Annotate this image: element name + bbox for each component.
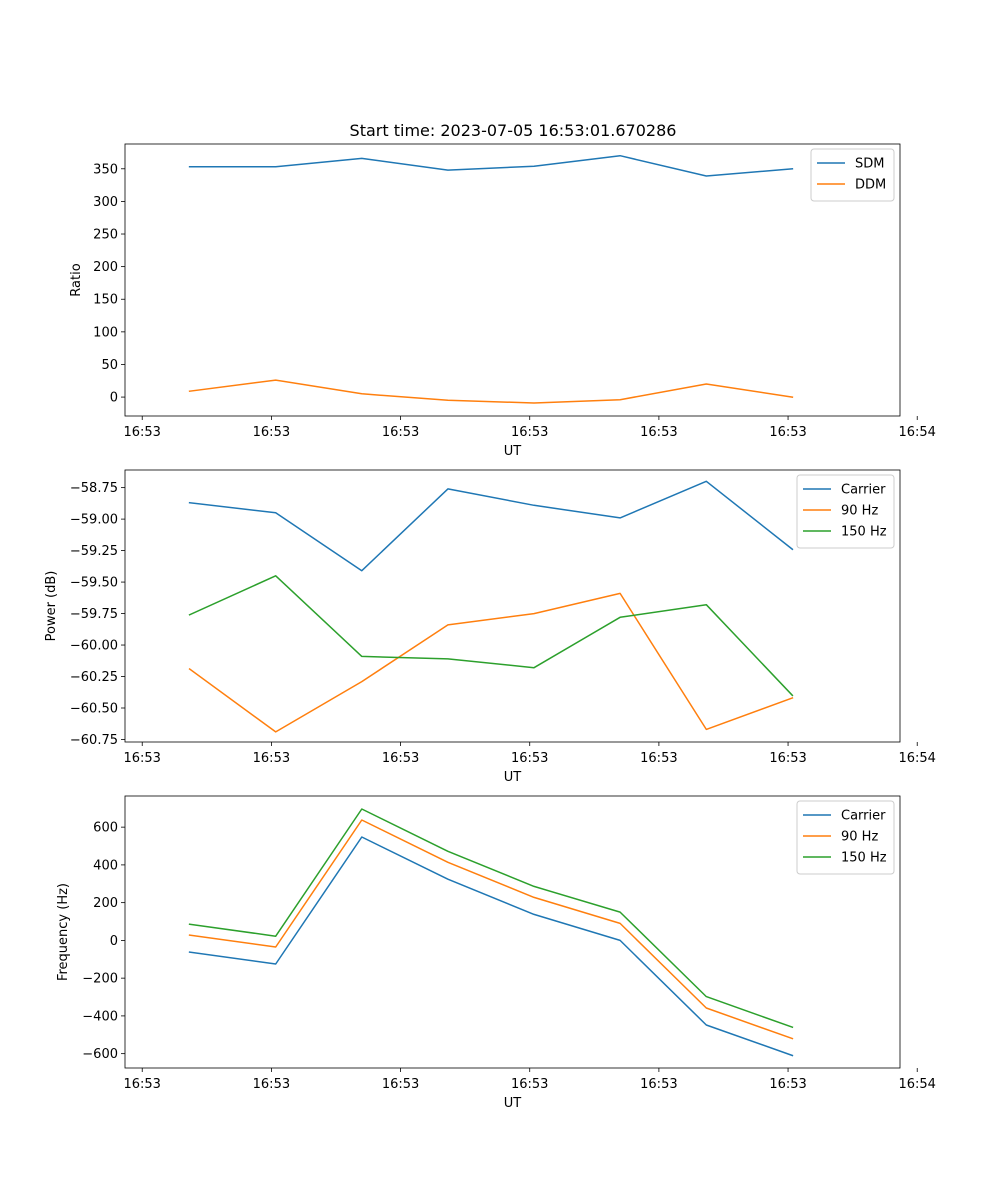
x-tick-label: 16:53: [382, 425, 419, 440]
x-tick-label: 16:53: [511, 425, 548, 440]
x-tick-label: 16:53: [640, 751, 677, 766]
y-tick-label: 200: [93, 896, 118, 911]
x-tick-label: 16:53: [769, 425, 806, 440]
x-tick-label: 16:53: [769, 751, 806, 766]
y-tick-label: −59.00: [70, 513, 118, 528]
y-tick-label: 350: [93, 162, 118, 177]
plot-frame: [124, 795, 901, 1069]
legend: SDM DDM: [810, 148, 895, 202]
y-tick-label: −59.50: [70, 576, 118, 591]
x-tick-label: 16:53: [769, 1077, 806, 1092]
y-tick-label: 100: [93, 325, 118, 340]
legend-label: SDM: [855, 157, 884, 172]
legend-box: [810, 148, 895, 202]
y-tick-label: 0: [110, 934, 118, 949]
figure-title: Start time: 2023-07-05 16:53:01.670286: [350, 121, 677, 140]
series-line-90-hz: [188, 819, 794, 1040]
chart-panel-3: 16:53 16:53 16:53 16:53 16:53 16:53 16:54 −600 −…: [56, 795, 936, 1111]
y-tick-label: −60.75: [70, 733, 118, 748]
x-tick-label: 16:53: [382, 751, 419, 766]
x-tick-label: 16:53: [511, 1077, 548, 1092]
legend-label: 150 Hz: [841, 525, 887, 540]
x-tick-label: 16:53: [123, 1077, 160, 1092]
x-tick-label: 16:53: [123, 751, 160, 766]
x-tick-label: 16:53: [382, 1077, 419, 1092]
x-tick-label: 16:53: [123, 425, 160, 440]
y-tick-label: 50: [101, 358, 118, 373]
y-axis-label: Ratio: [69, 263, 84, 296]
series-line-carrier: [188, 480, 794, 572]
plot-frame: [124, 469, 901, 743]
y-tick-label: −200: [82, 972, 118, 987]
legend-label: Carrier: [841, 809, 886, 824]
y-tick-label: −58.75: [70, 481, 118, 496]
legend: Carrier 90 Hz 150 Hz: [796, 800, 895, 875]
chart-panel-2: 16:53 16:53 16:53 16:53 16:53 16:53 16:54 −58.7…: [44, 469, 936, 785]
y-tick-label: 300: [93, 195, 118, 210]
x-axis-label: UT: [504, 1096, 522, 1111]
y-tick-label: −60.00: [70, 639, 118, 654]
legend-label: Carrier: [841, 483, 886, 498]
y-tick-label: −60.50: [70, 702, 118, 717]
y-tick-label: −59.75: [70, 607, 118, 622]
y-tick-label: 150: [93, 293, 118, 308]
series-line-90-hz: [188, 592, 794, 733]
x-tick-label: 16:54: [898, 1077, 935, 1092]
y-tick-label: −60.25: [70, 670, 118, 685]
y-tick-label: 400: [93, 858, 118, 873]
x-tick-label: 16:53: [253, 425, 290, 440]
panels: 16:53 16:53 16:53 16:53 16:53 16:53 16:54 0 50 10…: [44, 143, 936, 1111]
legend-label: 90 Hz: [841, 830, 878, 845]
y-axis-label: Frequency (Hz): [56, 883, 71, 981]
legend-label: DDM: [855, 178, 886, 193]
plot-frame: [124, 143, 901, 417]
y-tick-label: −600: [82, 1047, 118, 1062]
legend-label: 90 Hz: [841, 504, 878, 519]
series-line-150-hz: [188, 575, 794, 697]
x-tick-label: 16:53: [640, 425, 677, 440]
series-line-150-hz: [188, 808, 794, 1029]
y-tick-label: 0: [110, 391, 118, 406]
series-line-carrier: [188, 836, 794, 1057]
x-tick-label: 16:54: [898, 751, 935, 766]
chart-panel-1: 16:53 16:53 16:53 16:53 16:53 16:53 16:54 0 50 10…: [69, 143, 936, 459]
series-line-ddm: [188, 379, 794, 404]
y-axis-label: Power (dB): [44, 571, 59, 642]
legend-label: 150 Hz: [841, 851, 887, 866]
legend-box: [796, 800, 895, 875]
legend: Carrier 90 Hz 150 Hz: [796, 474, 895, 549]
y-tick-label: 250: [93, 228, 118, 243]
x-axis-label: UT: [504, 444, 522, 459]
y-tick-label: 600: [93, 821, 118, 836]
x-axis-label: UT: [504, 770, 522, 785]
legend-box: [796, 474, 895, 549]
series-line-sdm: [188, 154, 794, 177]
y-tick-label: −400: [82, 1009, 118, 1024]
x-tick-label: 16:53: [640, 1077, 677, 1092]
x-tick-label: 16:53: [253, 751, 290, 766]
y-tick-label: −59.25: [70, 544, 118, 559]
x-tick-label: 16:53: [511, 751, 548, 766]
x-tick-label: 16:53: [253, 1077, 290, 1092]
y-tick-label: 200: [93, 260, 118, 275]
x-tick-label: 16:54: [898, 425, 935, 440]
